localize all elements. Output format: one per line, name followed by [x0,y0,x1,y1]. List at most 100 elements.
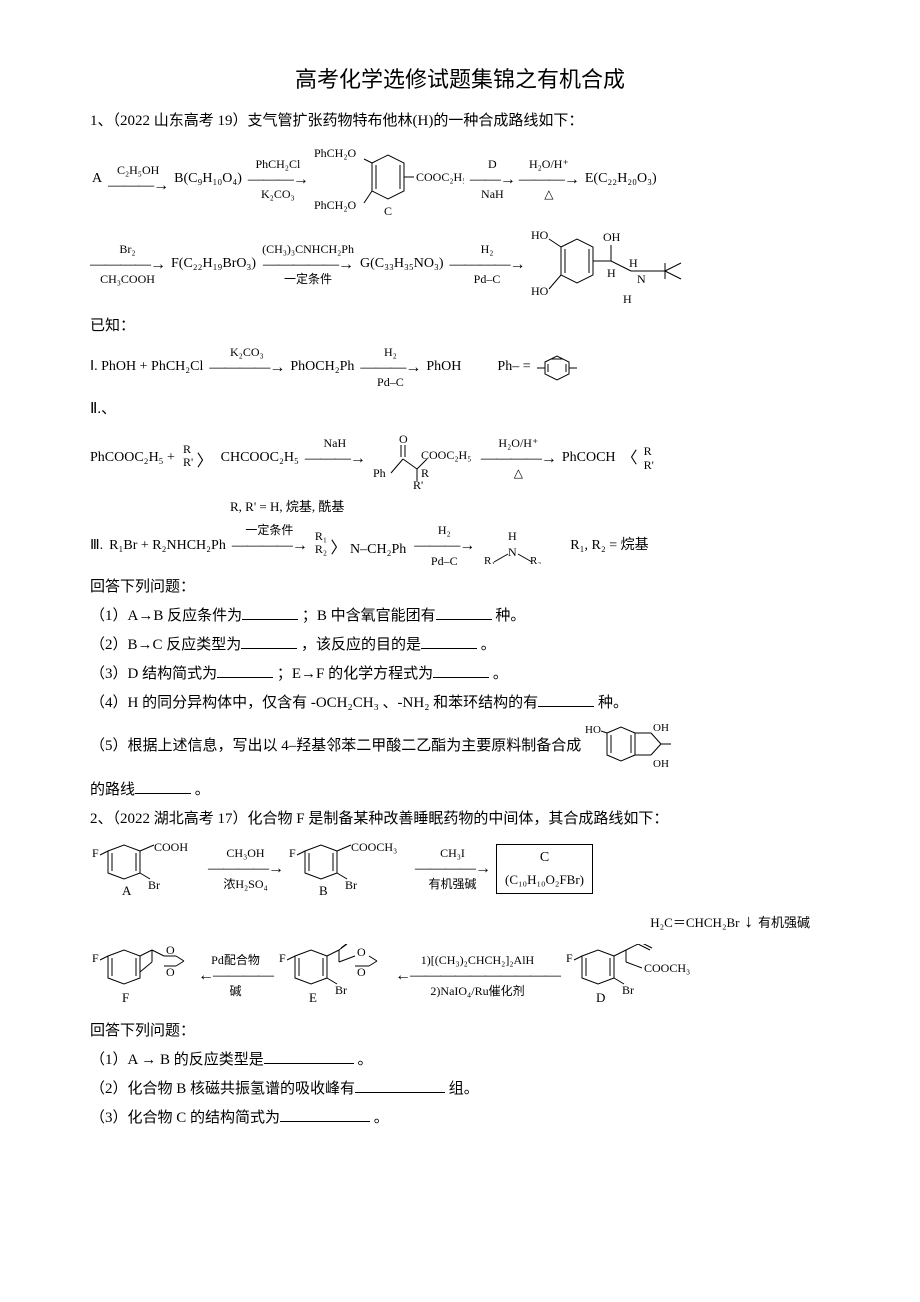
q2-arrow5: Pd配合物 ←———— 碱 [198,954,273,998]
blank[interactable] [436,604,492,620]
info3-left: R₁Br + R₂NHCH₂Ph [109,535,226,557]
svg-text:O: O [357,965,366,979]
c-label: C [384,204,392,217]
q1-scheme-line2: Br₂ ————→ CH₃COOH F(C₂₂H₁₉BrO₃) (CH₃)₃CN… [90,225,830,305]
svg-text:HO: HO [531,228,549,242]
info2-mid-struct: Ph O COOC₂H₅ R R' [373,429,473,489]
svg-text:N: N [508,545,517,559]
info2-rr: RR' 〉 [183,443,213,475]
blank[interactable] [280,1106,370,1122]
svg-text:N: N [637,272,646,286]
node-B: B(C₉H₁₀O₄) [174,168,242,190]
svg-text:Br: Br [622,983,634,997]
svg-text:A: A [122,883,132,898]
q1-p4: （4）H 的同分异构体中，仅含有 -OCH₂CH₃ 、-NH₂ 和苯环结构的有 … [90,690,830,717]
node-F: F(C₂₂H₁₉BrO₃) [171,253,256,275]
svg-text:COOH: COOH [154,840,188,854]
c-sub-bot: PhCH₂O [314,198,357,212]
svg-text:O: O [399,432,408,446]
q2-down-arrow: H₂C＝CHCH₂Br ↓ 有机强碱 [90,907,830,936]
arrow-a1: C₂H₅OH ———→ [108,164,168,195]
q2-p2: （2）化合物 B 核磁共振氢谱的吸收峰有 组。 [90,1076,830,1103]
structure-F2: F O O F [92,944,192,1008]
q2-p1: （1）A → B 的反应类型是 。 [90,1047,830,1074]
info2-arrow2: H₂O/H⁺ ————→ △ [481,437,556,481]
structure-H: HO HO OH H H N H [531,225,731,305]
q2-arrow2: CH₃I ————→ 有机强碱 [415,847,490,891]
q1-p3: （3）D 结构简式为 ；E→F 的化学方程式为 。 [90,661,830,688]
svg-text:Br: Br [148,878,160,892]
svg-text:OH: OH [653,758,669,770]
structure-A2: F COOH Br A [92,839,202,899]
svg-text:R₂: R₂ [530,555,541,564]
info2-right: PhCOCH [562,447,616,469]
blank[interactable] [538,691,594,707]
benzene-icon [537,354,581,382]
blank[interactable] [433,662,489,678]
q1-p1: （1）A→B 反应条件为 ；B 中含氧官能团有 种。 [90,603,830,630]
blank[interactable] [264,1048,354,1064]
q1-answer-header: 回答下列问题： [90,574,830,601]
svg-text:OH: OH [653,722,669,734]
q2-p3: （3）化合物 C 的结构简式为 。 [90,1105,830,1132]
info3-right-struct: H N R₁ R₂ [482,528,542,564]
arrow-a7: H₂ ————→ Pd–C [450,243,525,287]
svg-text:R': R' [413,478,423,489]
svg-text:O: O [166,965,175,979]
node-E: E(C₂₂H₂₀O₃) [585,168,657,190]
blank[interactable] [242,604,298,620]
arrow-a3: D ——→ NaH [470,158,515,202]
q2-answer-header: 回答下列问题： [90,1018,830,1045]
svg-text:H: H [607,266,616,280]
page-title: 高考化学选修试题集锦之有机合成 [90,60,830,100]
svg-text:F: F [122,990,129,1005]
info2-left: PhCOOC₂H₅ + [90,447,175,469]
svg-text:O: O [166,944,175,957]
blank[interactable] [355,1077,445,1093]
q1-p5b: 的路线 。 [90,777,830,804]
svg-text:Br: Br [345,878,357,892]
info1-right: PhOH [426,356,461,378]
structure-E2: F O O Br E [279,944,389,1008]
info3-label: Ⅲ. [90,535,103,557]
blank[interactable] [217,662,273,678]
info1-left: Ⅰ. PhOH + PhCH₂Cl [90,356,203,378]
info3-arrow2: H₂ ———→ Pd–C [414,524,474,568]
info1-phdef: Ph– = [497,356,530,378]
svg-text:H: H [623,292,632,305]
svg-text:H: H [629,256,638,270]
blank[interactable] [241,633,297,649]
q1-known: 已知： [90,313,830,340]
q2-scheme-row2: F O O F Pd配合物 ←———— 碱 F [90,944,830,1008]
svg-text:F: F [566,951,573,965]
q2-scheme-row1: F COOH Br A CH₃OH ————→ 浓H₂SO₄ F COOCH₃ … [90,839,830,899]
svg-text:F: F [279,951,286,965]
svg-text:Br: Br [335,983,347,997]
svg-text:Ph: Ph [373,466,386,480]
svg-text:HO: HO [531,284,549,298]
blank[interactable] [421,633,477,649]
q1-info2-label: Ⅱ.、 [90,396,830,423]
svg-text:COOCH₃: COOCH₃ [644,961,690,975]
node-G: G(C₃₃H₃₅NO₃) [360,253,444,275]
info1-arrow2: H₂ ———→ Pd–C [360,346,420,390]
q1-info2: PhCOOC₂H₅ + RR' 〉 CHCOOC₂H₅ NaH ———→ Ph … [90,429,830,489]
p5-target-structure: HO OH OH [585,719,675,775]
svg-text:COOC₂H₅: COOC₂H₅ [421,448,471,462]
svg-text:H: H [508,529,517,543]
svg-text:OH: OH [603,230,621,244]
q2-arrow4: 1)[(CH₃)₂CHCH₂]₂AlH ←—————————— 2)NaIO₄/… [395,954,560,998]
arrow-a2: PhCH₂Cl ———→ K₂CO₃ [248,158,308,202]
info2-ch: CHCOOC₂H₅ [221,447,299,469]
blank[interactable] [135,778,191,794]
q1-info2-note: R, R' = H, 烷基, 酰基 [230,495,830,518]
q2-header: 2、（2022 湖北高考 17）化合物 F 是制备某种改善睡眠药物的中间体，其合… [90,806,830,833]
info3-note: R₁, R₂ = 烷基 [570,535,648,557]
q1-scheme-line1: A C₂H₅OH ———→ B(C₉H₁₀O₄) PhCH₂Cl ———→ K₂… [90,143,830,217]
info3-mid: R₁R₂ 〉 N–CH₂Ph [315,530,406,562]
q1-p5: （5）根据上述信息，写出以 4–羟基邻苯二甲酸二乙酯为主要原料制备合成 HO O… [90,719,830,775]
info1-arrow1: K₂CO₃ ————→ [209,346,284,390]
svg-text:COOCH₃: COOCH₃ [351,840,397,854]
svg-text:B: B [319,883,328,898]
arrow-a6: (CH₃)₃CNHCH₂Ph —————→ 一定条件 [262,243,354,287]
